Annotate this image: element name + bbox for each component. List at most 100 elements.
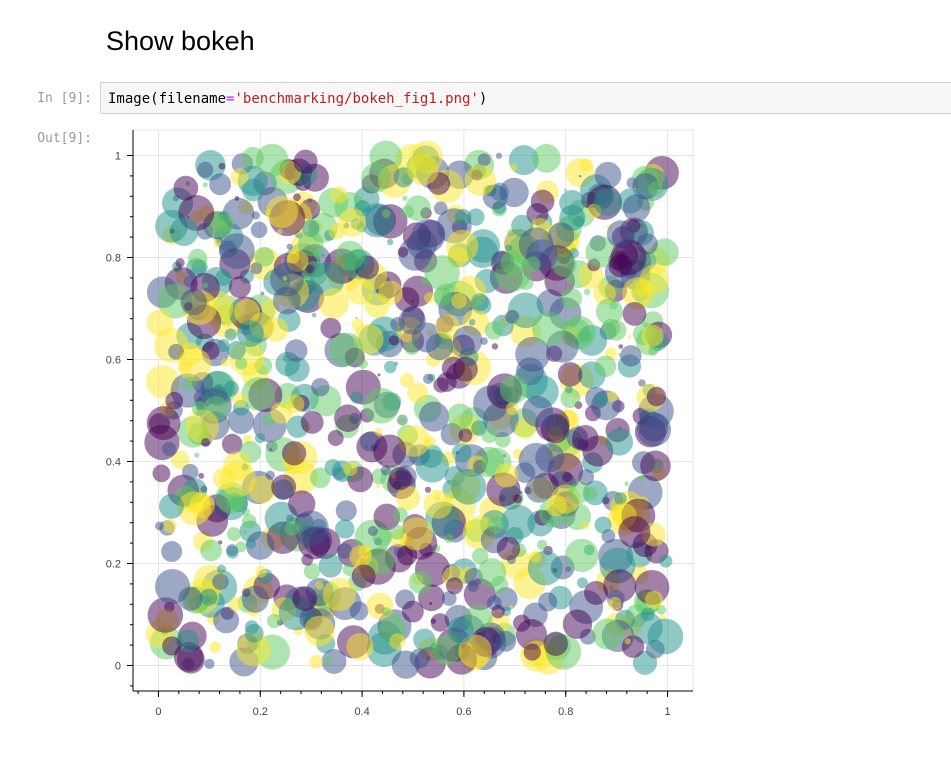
bubble-point xyxy=(310,467,331,489)
bubble-point xyxy=(200,539,222,562)
bubble-point xyxy=(209,641,221,653)
bubble-point xyxy=(370,161,376,167)
bubble-point xyxy=(284,339,308,362)
bubble-point xyxy=(631,634,634,638)
bubble-point xyxy=(158,493,184,519)
code-string-arg: 'benchmarking/bokeh_fig1.png' xyxy=(234,91,479,107)
bubble-point xyxy=(560,388,581,408)
bubble-point xyxy=(171,450,190,469)
bubble-point xyxy=(384,360,397,374)
bubble-point xyxy=(146,406,181,440)
bubble-point xyxy=(321,649,347,674)
bubble-point xyxy=(293,193,301,202)
bubble-point xyxy=(235,357,248,370)
code-keyword-arg: filename xyxy=(158,91,227,107)
bubble-point xyxy=(228,276,251,299)
bubble-point xyxy=(435,314,461,339)
bubble-point xyxy=(392,614,401,622)
bubble-point xyxy=(336,543,353,559)
bubble-point xyxy=(515,336,551,372)
bubble-point xyxy=(454,208,472,226)
bubble-point xyxy=(399,517,434,551)
bubble-point xyxy=(226,546,239,559)
bubble-point xyxy=(335,240,365,271)
bubble-point xyxy=(421,276,429,284)
bubble-point xyxy=(373,503,401,531)
bubble-point xyxy=(378,280,403,305)
bubble-point xyxy=(407,382,429,404)
bubble-point xyxy=(518,442,555,479)
bubble-point xyxy=(408,570,432,594)
bubble-point xyxy=(282,276,288,281)
bubble-point xyxy=(464,164,496,196)
code-function: Image xyxy=(108,91,151,107)
bubble-point xyxy=(397,414,408,426)
bubble-point xyxy=(301,553,314,566)
bubble-point xyxy=(388,466,412,491)
bubble-point xyxy=(250,221,268,239)
bubble-point xyxy=(255,565,268,578)
bubble-point xyxy=(465,520,475,530)
bubble-point xyxy=(501,505,536,540)
bubble-point xyxy=(563,188,567,192)
bubble-point xyxy=(154,569,191,605)
bubble-point xyxy=(645,590,664,609)
bubble-point xyxy=(200,588,218,606)
bubble-point xyxy=(445,577,463,595)
bubble-point xyxy=(583,288,591,296)
input-prompt: In [9]: xyxy=(37,91,92,106)
bubble-point xyxy=(659,554,673,568)
bubble-point xyxy=(638,379,646,387)
bubble-point xyxy=(155,521,164,531)
bubble-point xyxy=(251,211,260,220)
code-equals: = xyxy=(226,91,235,107)
bubble-point xyxy=(366,547,395,576)
x-tick-label: 0 xyxy=(155,706,161,718)
bubble-point xyxy=(342,563,356,577)
bubble-point xyxy=(413,628,436,651)
bubble-point xyxy=(216,339,230,352)
code-cell-input[interactable]: Image(filename='benchmarking/bokeh_fig1.… xyxy=(100,82,951,114)
bubble-point xyxy=(298,230,324,257)
bubble-point xyxy=(556,303,560,308)
bubble-point xyxy=(343,461,358,477)
bubble-point xyxy=(315,581,324,590)
bubble-point xyxy=(647,618,684,655)
bubble-point xyxy=(585,236,617,268)
bubble-point xyxy=(499,375,529,404)
bubble-point xyxy=(398,425,431,457)
bubble-point xyxy=(303,563,321,580)
bubble-point xyxy=(221,433,243,455)
bubble-point xyxy=(557,362,583,387)
bubble-point xyxy=(318,288,349,319)
bubble-point xyxy=(277,228,283,235)
code-close-paren: ) xyxy=(478,91,488,107)
bubble-point xyxy=(531,311,566,346)
bubble-point xyxy=(637,412,672,447)
bubble-point xyxy=(311,377,330,397)
bubble-point xyxy=(318,553,343,578)
bubble-point xyxy=(494,463,519,488)
bubble-point xyxy=(265,195,299,229)
bubble-point xyxy=(622,301,647,326)
bubble-point xyxy=(509,604,514,609)
bubble-point xyxy=(618,344,624,349)
bubble-point xyxy=(606,391,618,403)
bubble-point xyxy=(209,173,232,196)
bubble-point xyxy=(224,328,237,341)
bubble-point xyxy=(182,376,197,391)
bubble-point xyxy=(624,638,631,645)
bubble-point xyxy=(241,513,257,529)
bubble-point xyxy=(621,635,645,658)
bubble-point xyxy=(447,616,474,644)
bubble-point xyxy=(560,287,583,310)
bubble-point xyxy=(495,630,517,652)
bubble-point xyxy=(595,298,623,326)
bubble-point xyxy=(447,403,473,430)
bubble-point xyxy=(593,188,622,216)
bubble-point xyxy=(594,516,612,534)
x-tick-label: 0.6 xyxy=(456,706,471,718)
bubble-point xyxy=(538,592,558,612)
y-tick-label: 0.6 xyxy=(106,355,121,367)
x-tick-label: 1 xyxy=(664,706,670,718)
